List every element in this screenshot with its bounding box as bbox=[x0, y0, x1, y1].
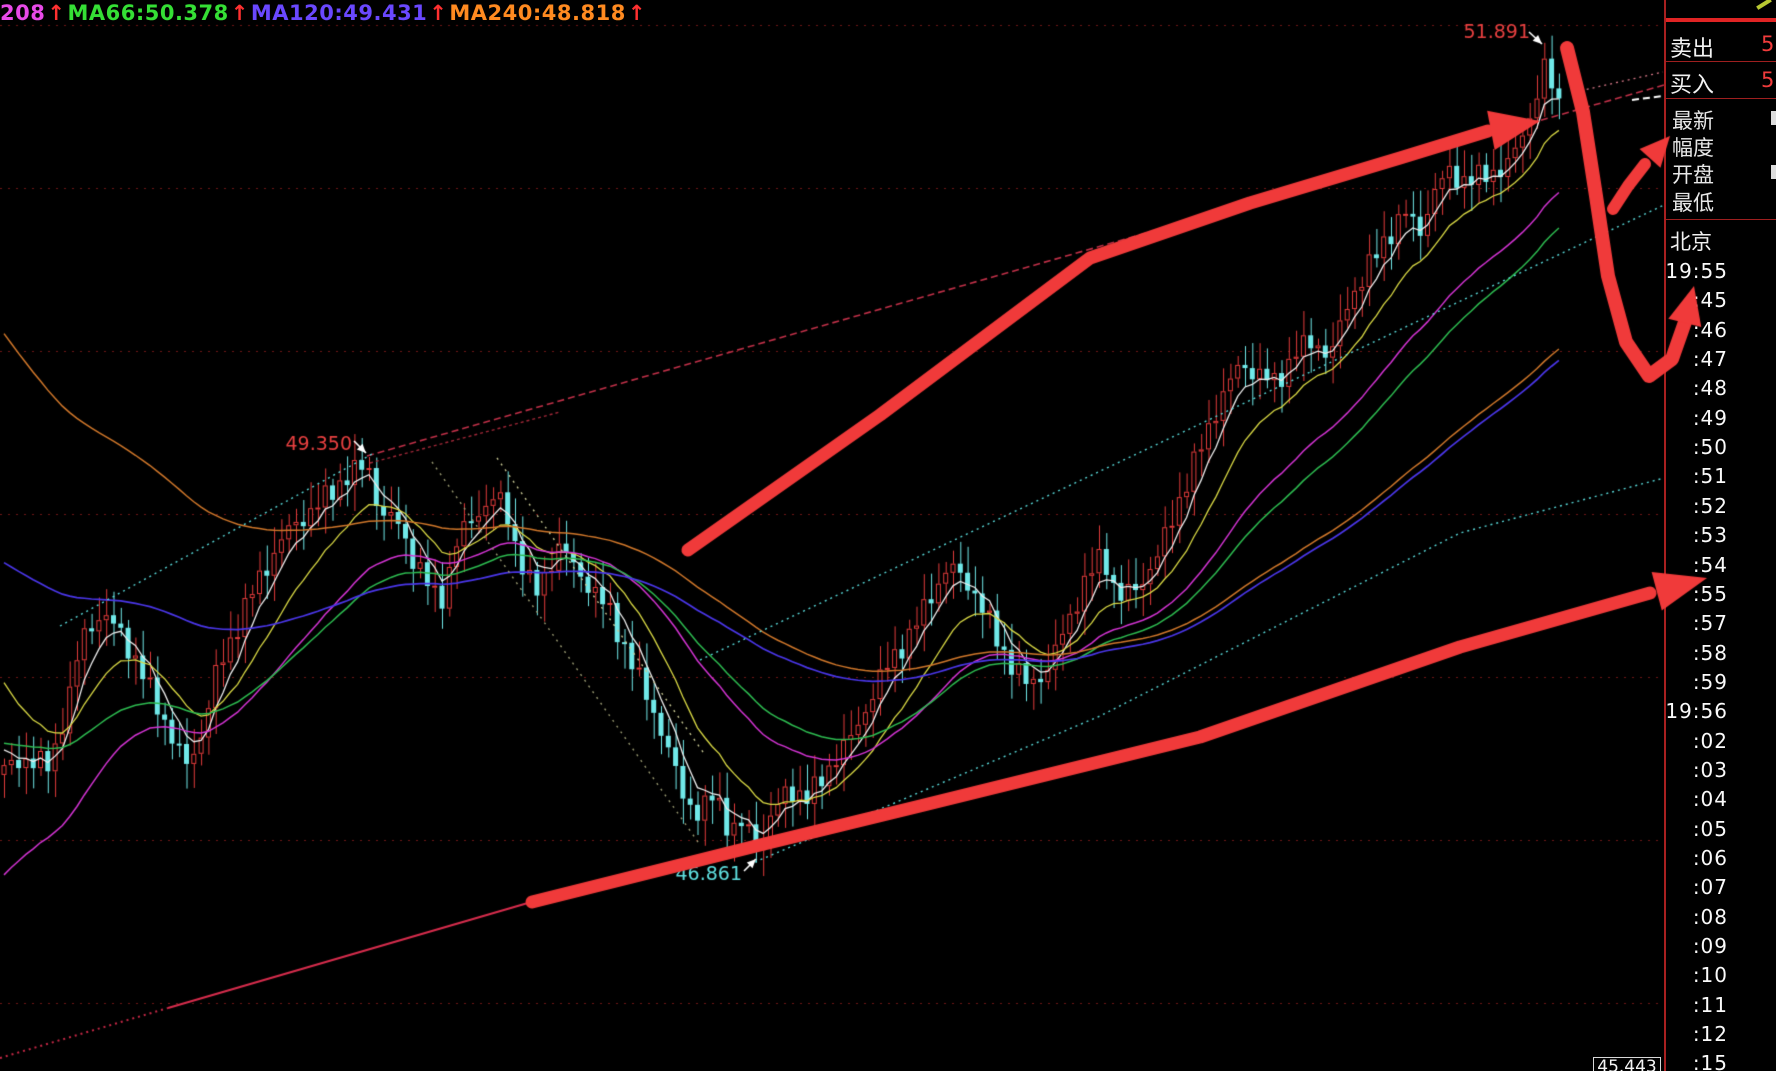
beijing-time-label: 北京 bbox=[1670, 230, 1712, 254]
indicator-segment: MA240:48.818 bbox=[449, 1, 626, 25]
time-row: :08 bbox=[1692, 904, 1728, 929]
indicator-segment: ↑ bbox=[627, 1, 646, 25]
time-row: :57 bbox=[1692, 611, 1728, 636]
buy-row[interactable]: 买入 5 bbox=[1670, 67, 1776, 99]
time-row: :46 bbox=[1692, 317, 1728, 342]
indicator-segment: MA66:50.378 bbox=[67, 1, 229, 25]
sell-price: 5 bbox=[1761, 32, 1775, 56]
time-row: :05 bbox=[1692, 816, 1728, 841]
indicator-segment: ↑ bbox=[429, 1, 448, 25]
time-row: 19:55 bbox=[1665, 259, 1728, 283]
info-row-low: 最低 bbox=[1672, 191, 1714, 215]
time-row: :12 bbox=[1692, 1022, 1728, 1047]
time-row: :06 bbox=[1692, 846, 1728, 870]
time-row: :07 bbox=[1692, 875, 1728, 900]
sell-label: 卖出 bbox=[1670, 37, 1715, 62]
time-row: :10 bbox=[1692, 963, 1728, 988]
quote-sidebar: 卖出 5 买入 5 最新 幅度 开盘 最低 北京 19:55 :45 :46 :47:… bbox=[1664, 0, 1776, 1071]
time-row: :09 bbox=[1692, 934, 1728, 959]
info-row-latest: 最新 bbox=[1672, 109, 1714, 133]
time-row: :45 bbox=[1692, 288, 1728, 313]
time-row: :02 bbox=[1692, 728, 1728, 753]
time-row: :58 bbox=[1692, 640, 1728, 665]
separator-line bbox=[1666, 219, 1776, 220]
time-row: 19:56 bbox=[1665, 699, 1728, 724]
price-tag-value: 45.443 bbox=[1597, 1057, 1657, 1071]
separator-line bbox=[1666, 18, 1776, 22]
separator-line bbox=[1666, 98, 1776, 99]
time-row: :52 bbox=[1692, 493, 1728, 518]
price-tag-box: 45.443 bbox=[1593, 1057, 1661, 1071]
time-row: :55 bbox=[1692, 581, 1728, 606]
time-row: :53 bbox=[1692, 523, 1728, 548]
time-row: :03 bbox=[1692, 757, 1728, 782]
time-row: :51 bbox=[1692, 464, 1728, 489]
time-row: :15 bbox=[1692, 1051, 1728, 1071]
buy-label: 买入 bbox=[1670, 73, 1715, 98]
clipped-value-sliver bbox=[1771, 111, 1776, 125]
clipped-value-sliver bbox=[1771, 165, 1776, 179]
clipped-value-fragment bbox=[1756, 0, 1772, 10]
time-row: :54 bbox=[1692, 552, 1728, 577]
time-row: :59 bbox=[1692, 669, 1728, 694]
info-row-range: 幅度 bbox=[1672, 136, 1714, 160]
buy-price: 5 bbox=[1761, 68, 1775, 92]
time-row: :04 bbox=[1692, 787, 1728, 812]
separator-line bbox=[1666, 61, 1776, 62]
indicator-bar: 208↑MA66:50.378↑MA120:49.431↑MA240:48.81… bbox=[0, 1, 648, 25]
time-row: :49 bbox=[1692, 405, 1728, 430]
indicator-segment: 208 bbox=[0, 1, 46, 25]
indicator-segment: MA120:49.431 bbox=[250, 1, 428, 25]
time-row: :48 bbox=[1692, 376, 1728, 401]
time-row: :47 bbox=[1692, 347, 1728, 372]
info-row-open: 开盘 bbox=[1672, 163, 1714, 187]
sell-row[interactable]: 卖出 5 bbox=[1670, 31, 1776, 63]
time-row: :50 bbox=[1692, 435, 1728, 460]
indicator-segment: ↑ bbox=[47, 1, 66, 25]
time-row: :11 bbox=[1692, 992, 1728, 1017]
indicator-segment: ↑ bbox=[230, 1, 249, 25]
